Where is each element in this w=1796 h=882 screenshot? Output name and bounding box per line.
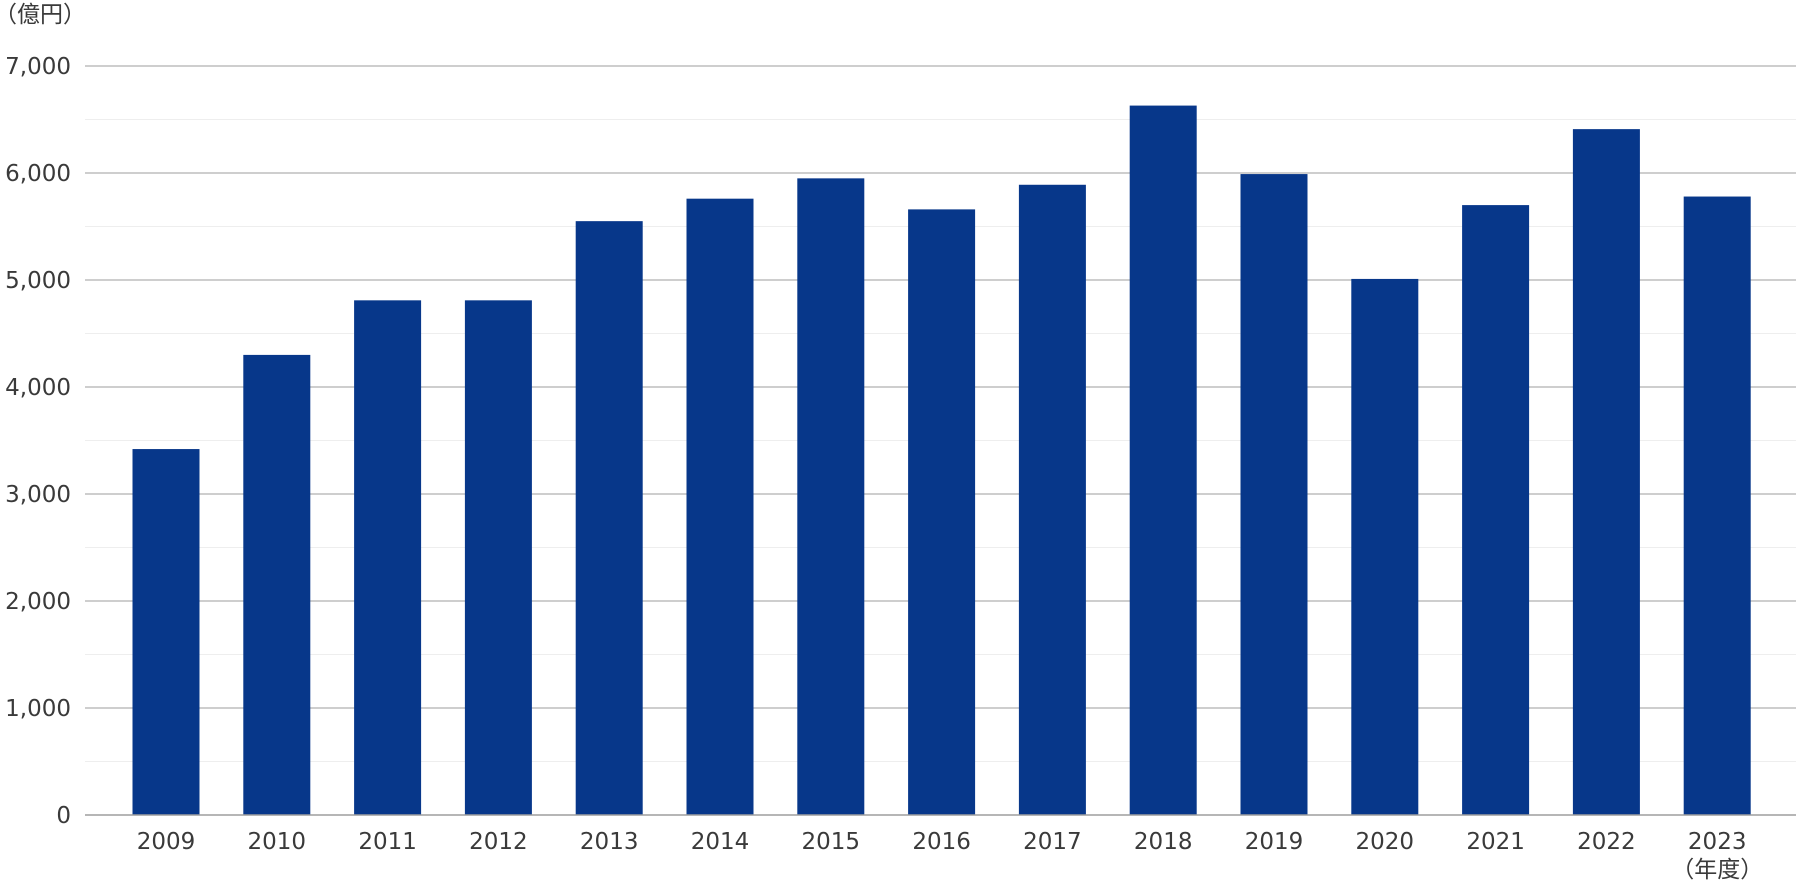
bar-2020: 2020: 5010 [1351,278,1419,815]
bar-2012: 2012: 4810 [464,300,532,816]
x-tick-label: 2011 [358,829,417,855]
y-axis-ticks: 0 1,000 2,000 3,000 4,000 5,000 6,000 7,000 [5,54,71,829]
bar-2009: 2009: 3420 [132,449,200,815]
bar-2015: 2015: 5950 [797,178,865,816]
y-tick-label: 2,000 [5,589,71,615]
bar-2013: 2013: 5550 [575,221,643,815]
bar-2022: 2022: 6410 [1572,129,1640,815]
x-axis-ticks: 2009 2010 2011 2012 2013 2014 2015 2016 2017 2018… [137,829,1747,855]
y-tick-label: 6,000 [5,161,71,187]
y-tick-label: 3,000 [5,482,71,508]
y-tick-label: 0 [56,803,71,829]
x-tick-label: 2014 [691,829,750,855]
x-tick-label: 2017 [1023,829,1082,855]
bar-2023: 2023: 5780 [1683,196,1751,816]
x-tick-label: 2023 [1688,829,1747,855]
y-tick-label: 1,000 [5,696,71,722]
y-axis-unit-label: （億円） [0,2,86,28]
bar-2018: 2018: 6630 [1129,105,1197,816]
bar-2010: 2010: 4300 [243,354,311,815]
bar-2016: 2016: 5660 [908,209,976,815]
bars: 2009: 3420 2010: 4300 2011: 4810 2012: 4810… [132,105,1751,816]
bar-2019: 2019: 5990 [1240,174,1308,815]
bar-2014: 2014: 5760 [686,198,754,815]
x-tick-label: 2009 [137,829,196,855]
bar-2017: 2017: 5890 [1018,184,1086,815]
x-tick-label: 2016 [912,829,971,855]
x-tick-label: 2018 [1134,829,1193,855]
x-tick-label: 2019 [1245,829,1304,855]
y-tick-label: 5,000 [5,268,71,294]
y-tick-label: 4,000 [5,375,71,401]
bar-2021: 2021: 5700 [1462,205,1530,816]
y-tick-label: 7,000 [5,54,71,80]
bar-2011: 2011: 4810 [354,300,422,816]
x-tick-label: 2021 [1466,829,1525,855]
x-axis-unit-label: （年度） [1671,857,1763,882]
x-tick-label: 2020 [1356,829,1415,855]
x-tick-label: 2022 [1577,829,1636,855]
x-tick-label: 2012 [469,829,528,855]
x-tick-label: 2013 [580,829,639,855]
x-tick-label: 2010 [248,829,307,855]
x-tick-label: 2015 [802,829,861,855]
